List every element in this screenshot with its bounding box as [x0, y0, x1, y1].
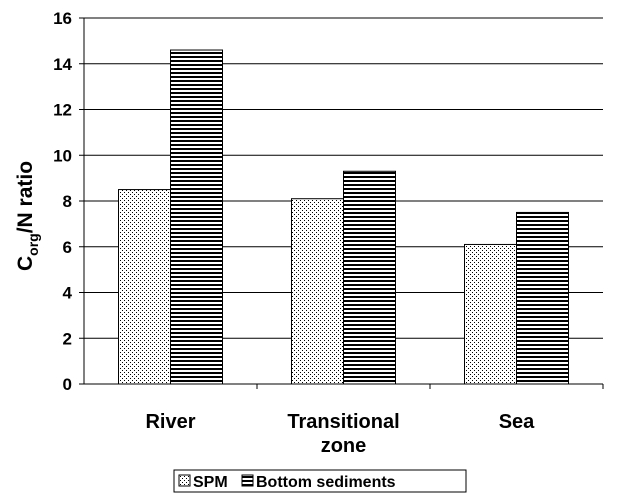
x-category-label: Transitional — [287, 411, 399, 433]
bars — [118, 49, 569, 385]
legend-swatch-spm — [178, 474, 191, 487]
y-tick-labels: 0 2 4 6 8 10 12 14 16 — [53, 9, 72, 394]
y-tick-label: 16 — [53, 9, 72, 28]
bar-spm-sea — [464, 243, 517, 385]
y-tick-label: 10 — [53, 146, 72, 165]
bar-spm-river — [118, 189, 171, 385]
legend-swatch-bottom-sediments — [241, 474, 254, 487]
y-tick-label: 8 — [63, 192, 72, 211]
y-tick-label: 12 — [53, 101, 72, 120]
bar-spm-transitional-zone — [291, 198, 344, 385]
legend-label-spm: SPM — [193, 474, 228, 491]
bar-bottom-sediments-sea — [516, 211, 569, 385]
y-tick-label: 2 — [63, 329, 72, 348]
y-tick-label: 4 — [63, 284, 73, 303]
x-category-label: Sea — [499, 411, 535, 433]
y-tick-label: 14 — [53, 55, 72, 74]
bar-bottom-sediments-river — [170, 49, 223, 385]
y-tick-label: 0 — [63, 375, 72, 394]
y-axis-label-subscript: org — [25, 233, 41, 256]
legend: SPM Bottom sediments — [173, 469, 467, 493]
x-category-label: River — [145, 411, 195, 433]
axes — [79, 17, 604, 389]
legend-label-bottom-sediments: Bottom sediments — [256, 474, 396, 491]
y-axis-label: Corg/N ratio — [14, 161, 41, 271]
y-axis-label-rest: /N ratio — [14, 161, 37, 233]
y-tick-label: 6 — [63, 238, 72, 257]
x-category-label: zone — [321, 435, 367, 457]
bar-bottom-sediments-transitional-zone — [343, 170, 396, 385]
y-axis-label-main: C — [14, 256, 37, 271]
